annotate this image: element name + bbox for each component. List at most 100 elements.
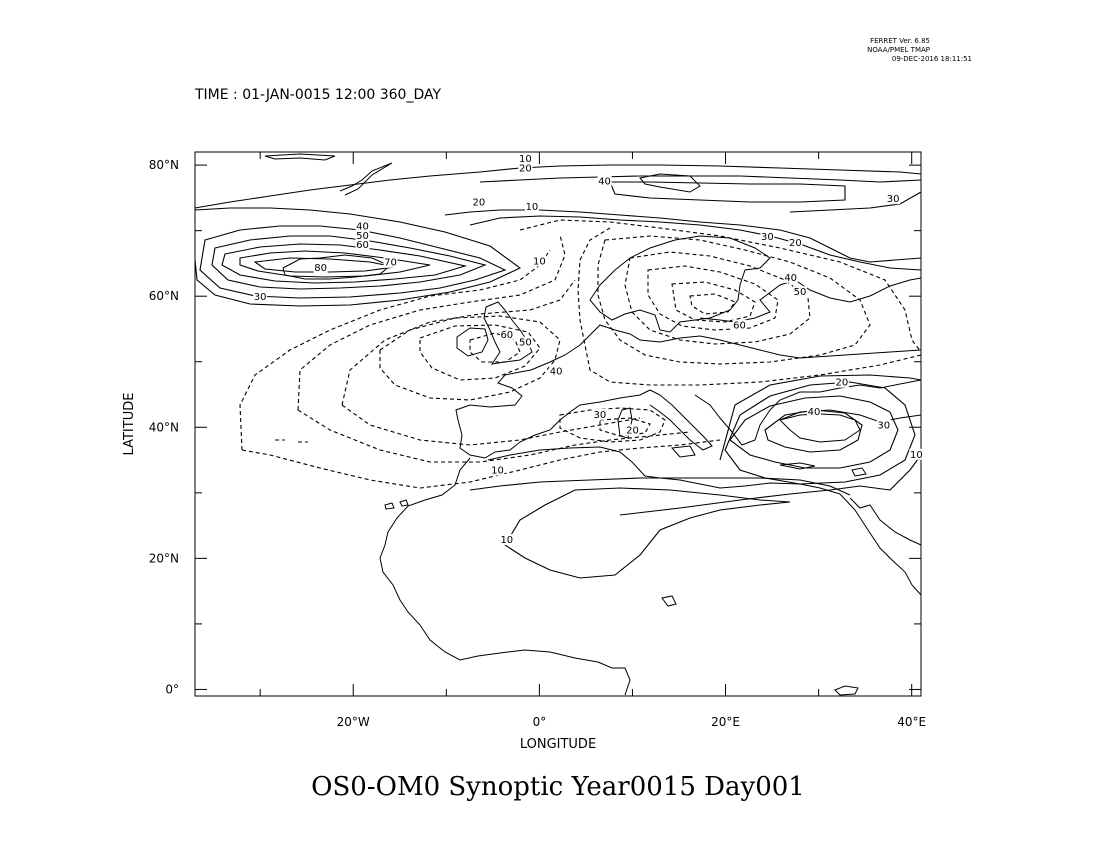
contour-40-svalbard <box>609 181 846 203</box>
coastline-scandinavia <box>589 235 771 333</box>
x-tick-label: 0° <box>533 715 547 729</box>
contour-label-bg <box>499 328 514 340</box>
y-tick-label: 40°N <box>149 420 179 434</box>
contour-label: 30 <box>761 232 774 243</box>
plot-title: OS0-OM0 Synoptic Year0015 Day001 <box>311 772 805 802</box>
contour-label-bg <box>876 419 891 431</box>
contour-label-bg <box>490 464 505 476</box>
coastline-ireland <box>456 327 489 357</box>
contour-80-iceland <box>253 257 396 273</box>
contour-label-bg <box>524 201 539 213</box>
contour-label: 30 <box>877 420 890 431</box>
plot-frame <box>194 151 922 697</box>
coastline-greenland <box>264 153 336 161</box>
contour-30-north <box>789 191 922 213</box>
contour-label-bg <box>834 376 849 388</box>
contour-label: 20 <box>473 197 486 208</box>
contour-20-mid <box>444 209 922 263</box>
contour-label: 40 <box>784 273 797 284</box>
contour-10-north-africa <box>469 477 851 496</box>
contour-neg-40-europe <box>647 265 779 331</box>
contour-50-iceland <box>211 235 487 290</box>
x-tick-label: 20°W <box>337 715 370 729</box>
contour-label-bg <box>793 286 807 298</box>
contour-label-bg <box>313 261 328 273</box>
x-tick-label: 40°E <box>897 715 926 729</box>
contour-neg-30 <box>341 279 576 406</box>
contour-neg-50-europe <box>671 281 756 323</box>
contour-label: 60 <box>500 330 513 341</box>
contour-neg-30-south <box>341 404 641 446</box>
contour-label-bg <box>518 162 533 174</box>
y-tick-label: 80°N <box>149 158 179 172</box>
coastline-sinai <box>849 497 922 546</box>
contour-10-mid <box>469 215 922 271</box>
ferret-date: 09-DEC-2016 18:11:51 <box>892 55 972 63</box>
contour-40-iceland <box>199 225 507 299</box>
contour-40-turkey <box>764 409 863 453</box>
contour-label-bg <box>909 448 924 460</box>
contour-label: 20 <box>836 378 849 389</box>
contour-10-turkey-outer <box>719 374 922 461</box>
contour-label: 60 <box>733 321 746 332</box>
coastline-france-iberia <box>455 369 651 459</box>
coastline-red-sea <box>839 493 922 596</box>
contour-label-bg <box>625 424 640 436</box>
contour-label: 20 <box>626 426 639 437</box>
coastline-greenland-east <box>339 162 393 196</box>
contour-label: 10 <box>533 256 546 267</box>
contour-neg-20-south <box>297 409 691 463</box>
contour-label: 70 <box>384 258 397 269</box>
coastline-maghreb <box>487 446 841 495</box>
contour-label: 30 <box>254 292 267 303</box>
contour-neg-20 <box>297 234 566 411</box>
contour-label-bg <box>383 256 398 268</box>
contour-label-bg <box>549 365 564 377</box>
contour-70-iceland <box>239 250 431 278</box>
contour-label-bg <box>592 408 607 420</box>
contour-label-bg <box>355 220 370 232</box>
coastline-gulf-guinea <box>834 685 859 696</box>
contour-label-bg <box>788 237 803 249</box>
coastline-cape-verde <box>661 595 677 607</box>
contour-neg-50 <box>419 324 541 381</box>
contour-label: 40 <box>356 222 369 233</box>
axis-ticks: 20°W 0° 20°E 40°E 0° 20°N 40°N 60°N 80°N <box>149 152 926 729</box>
contour-10-east <box>619 454 922 516</box>
contour-label: 50 <box>356 231 369 242</box>
contour-neg-10-outer <box>239 249 551 451</box>
contour-label: 10 <box>910 450 923 461</box>
contour-label: 50 <box>519 338 532 349</box>
contour-label: 10 <box>526 202 539 213</box>
coastline-continent-north <box>530 324 922 371</box>
contour-label: 10 <box>519 154 532 165</box>
contour-20-turkey <box>724 381 916 485</box>
contour-label: 40 <box>550 367 563 378</box>
contour-neg-40 <box>379 315 561 401</box>
contour-label: 30 <box>594 410 607 421</box>
contour-20-north <box>479 175 922 183</box>
contour-label-bg <box>471 196 486 208</box>
y-axis-label: LATITUDE <box>122 393 137 456</box>
contour-label-bg <box>499 533 514 545</box>
contour-label-bg <box>597 175 612 187</box>
ferret-version: FERRET Ver. 6.85 <box>870 37 930 45</box>
x-axis-label: LONGITUDE <box>520 737 596 752</box>
contour-30-turkey <box>729 395 899 469</box>
contour-label: 40 <box>598 176 611 187</box>
contour-label-bg <box>783 271 798 283</box>
contour-label: 20 <box>789 238 802 249</box>
coastline-cyprus <box>851 467 867 477</box>
y-tick-label: 60°N <box>149 289 179 303</box>
contour-neg-med-30 <box>559 407 666 443</box>
contour-label: 20 <box>519 163 532 174</box>
contour-label: 60 <box>356 240 369 251</box>
coastline-black-sea <box>779 413 861 443</box>
contour-label-bg <box>518 336 533 348</box>
time-label: TIME : 01-JAN-0015 12:00 360_DAY <box>194 87 441 103</box>
contour-60-iceland <box>221 243 468 284</box>
contour-label: 50 <box>794 287 807 298</box>
contour-label: 80 <box>314 263 327 274</box>
contour-neg-30-europe <box>624 251 811 345</box>
contour-30-iceland-outer <box>194 207 522 307</box>
